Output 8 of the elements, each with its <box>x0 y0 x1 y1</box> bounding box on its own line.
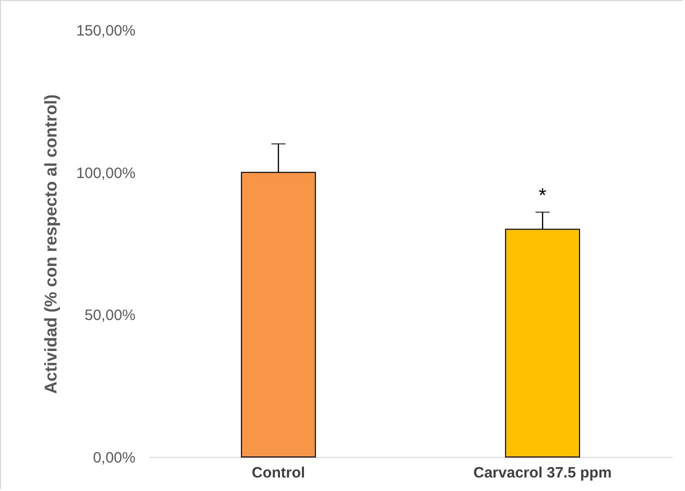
y-axis-title: Actividad (% con respecto al control) <box>41 94 60 394</box>
y-tick-label: 100,00% <box>76 164 136 182</box>
annotation: * <box>538 185 547 208</box>
y-tick-label: 50,00% <box>84 307 136 324</box>
x-tick-label: Carvacrol 37.5 ppm <box>473 464 612 482</box>
y-tick-label: 150,00% <box>76 22 136 40</box>
y-tick-label: 0,00% <box>92 450 136 466</box>
x-tick-label: Control <box>252 464 306 482</box>
